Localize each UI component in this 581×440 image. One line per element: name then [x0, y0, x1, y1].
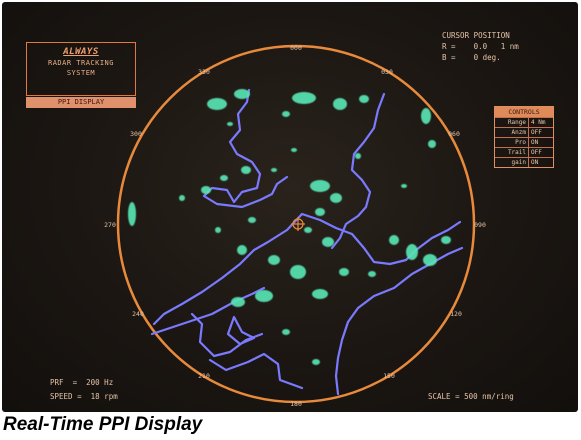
- bearing-label: 210: [198, 372, 210, 380]
- brand-logo: ALWAYS: [63, 47, 99, 57]
- bearing-label: 240: [132, 310, 144, 318]
- control-name: gain: [495, 158, 529, 167]
- bearing-label: 270: [104, 221, 116, 229]
- bearing-labels: 000 030 060 090 120 150 180 210 240 270 …: [104, 44, 486, 408]
- system-logo-box: ALWAYS RADAR TRACKING SYSTEM: [26, 42, 136, 96]
- bearing-label: 120: [450, 310, 462, 318]
- speed-readout: SPEED = 18 rpm: [50, 392, 118, 401]
- bearing-label: 030: [381, 68, 393, 76]
- cursor-position-panel: CURSOR POSITION R = 0.0 1 nm B = 0 deg.: [442, 30, 519, 63]
- controls-panel: CONTROLS Range 4 Nm Anzm OFF Pro ON Trai…: [494, 106, 554, 168]
- control-row-pro[interactable]: Pro ON: [495, 137, 553, 147]
- cursor-position-title: CURSOR POSITION: [442, 31, 510, 40]
- center-cursor: [291, 217, 305, 231]
- display-mode-button[interactable]: PPI DISPLAY: [26, 97, 136, 108]
- control-name: Pro: [495, 138, 529, 147]
- bearing-label: 150: [383, 372, 395, 380]
- coastline-overlay: [150, 88, 464, 396]
- control-value: ON: [531, 159, 539, 166]
- ppi-scope[interactable]: 000 030 060 090 120 150 180 210 240 270 …: [2, 2, 578, 412]
- cursor-bearing-readout: B = 0 deg.: [442, 53, 501, 62]
- control-row-gain[interactable]: gain ON: [495, 157, 553, 167]
- control-name: Anzm: [495, 128, 529, 137]
- control-row-trail[interactable]: Trail OFF: [495, 147, 553, 157]
- control-row-range[interactable]: Range 4 Nm: [495, 117, 553, 127]
- prf-readout: PRF = 200 Hz: [50, 378, 114, 387]
- radar-echoes: [128, 89, 451, 365]
- radar-screen: 000 030 060 090 120 150 180 210 240 270 …: [2, 2, 578, 412]
- range-ring: [116, 44, 476, 404]
- controls-title: CONTROLS: [495, 107, 553, 117]
- bearing-label: 000: [290, 44, 302, 52]
- control-name: Range: [495, 118, 529, 127]
- cursor-range-readout: R = 0.0 1 nm: [442, 42, 519, 51]
- control-row-anzm[interactable]: Anzm OFF: [495, 127, 553, 137]
- figure-caption: Real-Time PPI Display: [3, 414, 203, 435]
- figure-caption-bar: Real-Time PPI Display: [0, 412, 581, 440]
- scale-readout: SCALE = 500 nm/ring: [428, 392, 514, 401]
- control-value: 4 Nm: [531, 119, 546, 126]
- control-value: OFF: [531, 149, 542, 156]
- system-name-line2: SYSTEM: [66, 69, 96, 77]
- bearing-label: 180: [290, 400, 302, 408]
- control-name: Trail: [495, 148, 529, 157]
- control-value: ON: [531, 139, 539, 146]
- bearing-label: 300: [130, 130, 142, 138]
- bearing-label: 330: [198, 68, 210, 76]
- bearing-label: 090: [474, 221, 486, 229]
- system-name-line1: RADAR TRACKING: [47, 59, 114, 67]
- control-value: OFF: [531, 129, 542, 136]
- bearing-label: 060: [448, 130, 460, 138]
